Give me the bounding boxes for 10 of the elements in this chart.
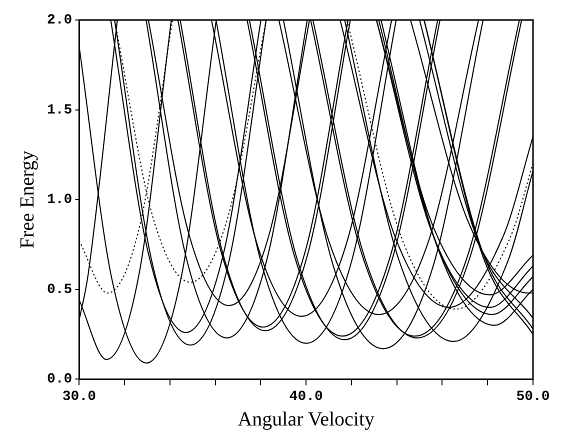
y-tick-label: 1.0 [46, 192, 72, 208]
x-axis-title: Angular Velocity [238, 408, 375, 430]
y-tick-label: 0.5 [46, 282, 72, 298]
x-tick-label: 40.0 [289, 389, 323, 406]
y-axis-title: Free Energy [16, 150, 38, 249]
y-tick-label: 2.0 [46, 12, 72, 29]
x-tick-label: 30.0 [62, 389, 96, 406]
y-tick-label: 1.5 [46, 102, 72, 118]
x-tick-label: 50.0 [516, 389, 550, 406]
y-tick-label: 0.0 [46, 372, 72, 388]
